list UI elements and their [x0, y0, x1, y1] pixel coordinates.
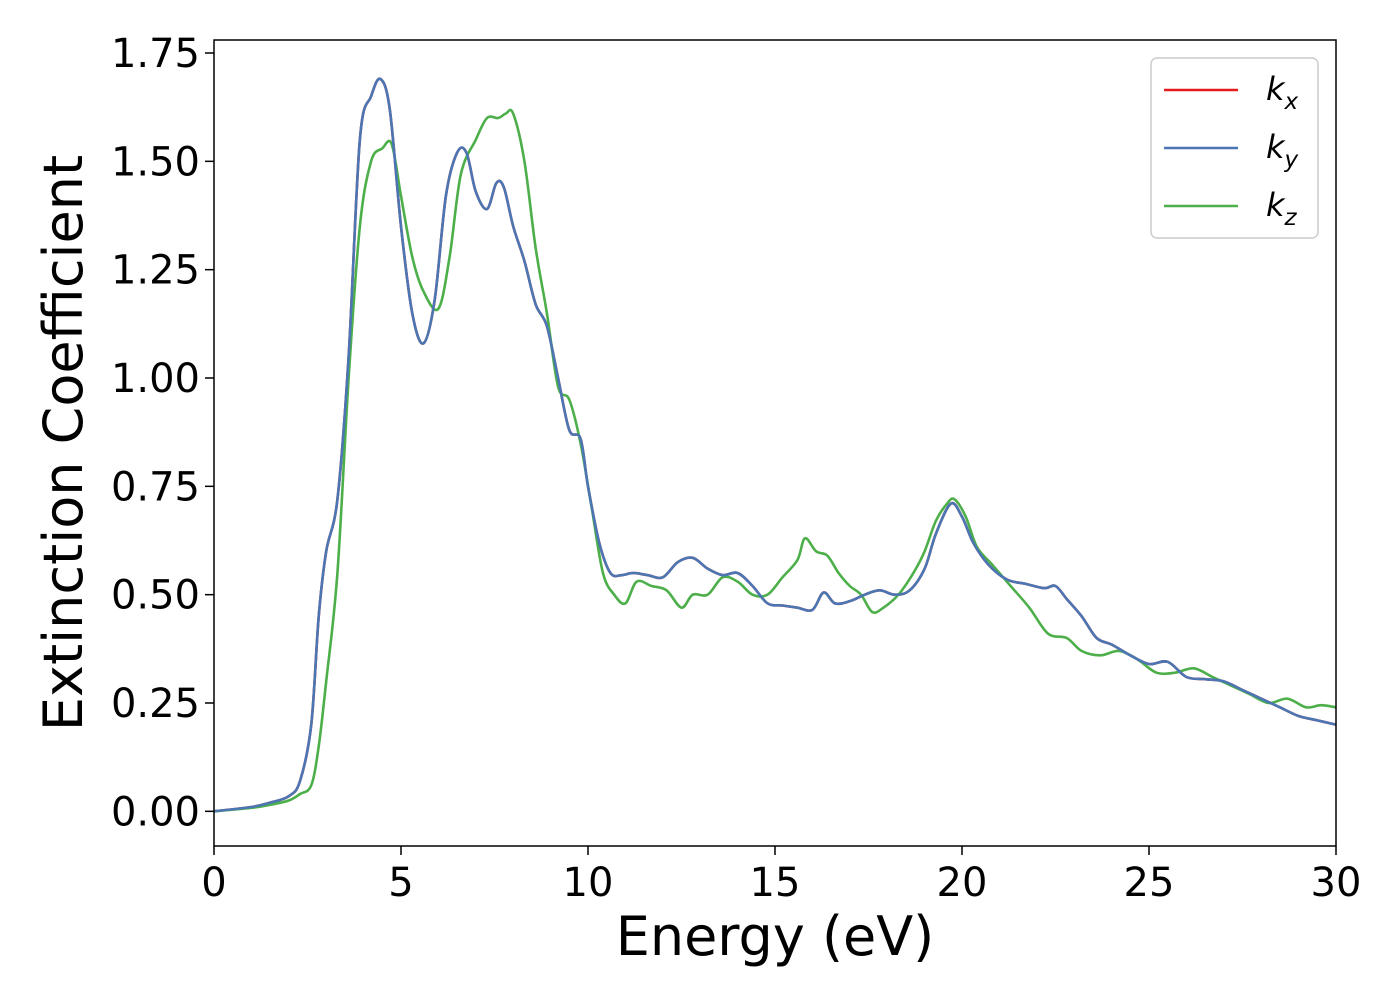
legend: kx ky kz [1150, 57, 1319, 239]
series-layer [214, 77, 1336, 813]
y-tick-label: 1.75 [111, 31, 200, 77]
y-tick-label: 0.75 [111, 464, 200, 510]
x-tick-label: 5 [388, 860, 413, 906]
x-tick-label: 10 [563, 860, 614, 906]
x-tick-label: 15 [750, 860, 801, 906]
legend-label-y: ky [1266, 128, 1299, 173]
x-tick-label: 25 [1124, 860, 1175, 906]
y-tick-label: 1.50 [111, 139, 200, 185]
series-line-y [214, 77, 1336, 813]
y-tick-label: 0.50 [111, 573, 200, 619]
y-tick-label: 1.00 [111, 356, 200, 402]
x-axis-title: Energy (eV) [616, 905, 935, 968]
y-tick-label: 0.00 [111, 789, 200, 835]
y-tick-label: 0.25 [111, 681, 200, 727]
legend-label-z: kz [1266, 186, 1298, 231]
y-axis-title: Extinction Coefficient [32, 155, 95, 731]
x-tick-label: 0 [201, 860, 226, 906]
series-line-z [214, 108, 1336, 813]
x-tick-label: 30 [1311, 860, 1362, 906]
legend-label-x: kx [1266, 70, 1299, 115]
y-tick-label: 1.25 [111, 248, 200, 294]
x-tick-label: 20 [937, 860, 988, 906]
axis-layer: 0 5 10 15 20 25 30 0.00 0.25 0.50 0.75 1.00 1.25 1.50… [111, 31, 1362, 906]
